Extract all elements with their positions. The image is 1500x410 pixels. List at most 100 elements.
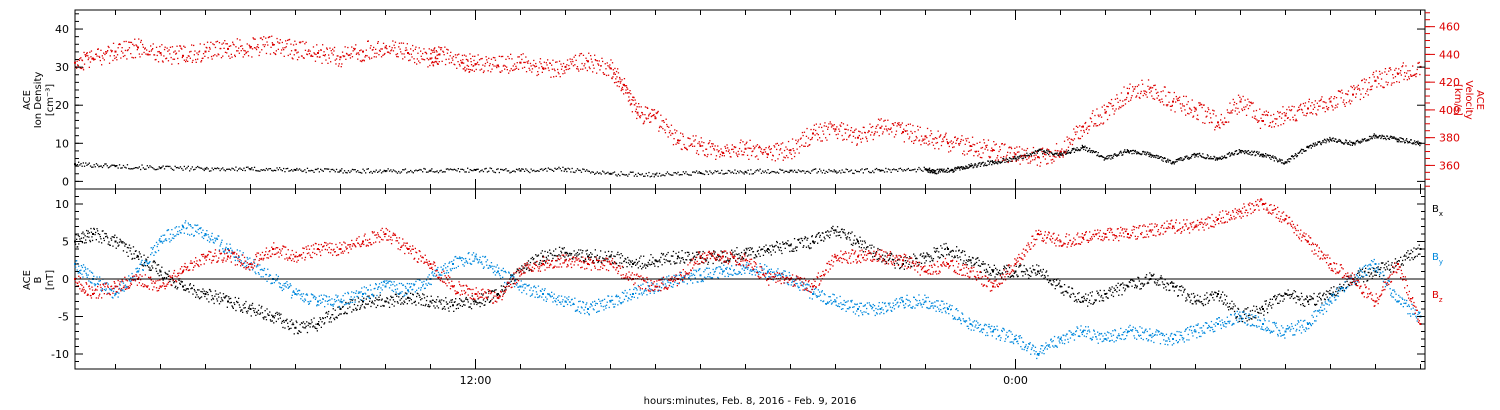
data-point — [1000, 156, 1002, 159]
data-point — [638, 260, 640, 262]
data-point — [1187, 101, 1189, 103]
data-point — [193, 169, 195, 171]
data-point — [964, 168, 966, 170]
data-point — [1295, 118, 1297, 120]
data-point — [812, 240, 814, 243]
data-point — [667, 136, 669, 138]
data-point — [173, 51, 175, 53]
data-point — [686, 259, 688, 261]
data-point — [650, 254, 652, 256]
data-point — [414, 300, 416, 302]
data-point — [845, 237, 847, 239]
data-point — [566, 170, 568, 173]
data-point — [743, 173, 745, 175]
data-point — [754, 147, 756, 149]
data-point — [885, 262, 888, 265]
data-point — [287, 54, 289, 57]
data-point — [787, 156, 789, 159]
data-point — [465, 171, 467, 173]
data-point — [412, 172, 414, 174]
data-point — [539, 168, 542, 171]
data-point — [1007, 158, 1009, 161]
magnetic-field-data-layer — [74, 198, 1422, 360]
data-point — [845, 168, 847, 170]
data-point — [100, 49, 102, 51]
data-point — [1254, 115, 1256, 117]
data-point — [476, 63, 478, 65]
data-point — [1173, 91, 1175, 94]
data-point — [472, 65, 475, 67]
data-point — [793, 250, 795, 252]
data-point — [1315, 113, 1317, 115]
data-point — [844, 132, 847, 134]
data-point — [465, 55, 467, 57]
data-point — [1404, 72, 1406, 74]
data-point — [308, 53, 311, 55]
data-point — [1313, 143, 1315, 146]
data-point — [1196, 153, 1199, 155]
data-point — [570, 171, 572, 173]
data-point — [148, 166, 150, 169]
data-point — [474, 300, 477, 303]
data-point — [87, 58, 89, 61]
data-point — [749, 247, 751, 249]
data-point — [775, 143, 777, 145]
data-point — [538, 263, 540, 266]
data-point — [1183, 158, 1185, 160]
data-point — [350, 53, 352, 55]
data-point — [908, 138, 910, 140]
data-point — [487, 296, 489, 298]
data-point — [856, 143, 858, 145]
data-point — [697, 153, 700, 156]
data-point — [786, 243, 788, 245]
data-point — [144, 261, 146, 264]
data-point — [290, 327, 292, 329]
data-point — [953, 146, 955, 148]
data-point — [1408, 140, 1410, 143]
data-point — [320, 49, 322, 51]
data-point — [162, 61, 164, 63]
data-point — [249, 168, 252, 171]
data-point — [1242, 95, 1244, 98]
data-point — [112, 236, 115, 238]
data-point — [1026, 158, 1028, 161]
data-point — [829, 121, 831, 123]
data-point — [586, 59, 588, 62]
data-point — [966, 153, 968, 155]
data-point — [206, 47, 208, 49]
data-point — [625, 174, 628, 176]
data-point — [448, 62, 451, 64]
data-point — [378, 299, 381, 301]
data-point — [408, 297, 410, 299]
data-point — [1145, 153, 1148, 155]
data-point — [694, 171, 696, 174]
data-point — [637, 172, 639, 174]
data-point — [1288, 109, 1291, 111]
data-point — [1196, 114, 1199, 116]
data-point — [468, 68, 470, 70]
data-point — [1314, 142, 1316, 144]
data-point — [181, 281, 183, 283]
data-point — [932, 169, 934, 171]
data-point — [885, 260, 887, 263]
data-point — [672, 144, 675, 146]
data-point — [555, 61, 557, 63]
data-point — [1009, 152, 1011, 154]
data-point — [1210, 117, 1212, 119]
data-point — [551, 254, 553, 256]
data-point — [1331, 106, 1334, 108]
data-point — [1270, 158, 1272, 160]
data-point — [1333, 140, 1335, 142]
data-point — [861, 168, 863, 170]
data-point — [124, 54, 126, 57]
data-point — [1198, 153, 1200, 155]
data-point — [1191, 154, 1193, 156]
data-point — [858, 242, 860, 245]
data-point — [636, 117, 638, 120]
data-point — [531, 269, 533, 271]
data-point — [780, 246, 782, 249]
data-point — [729, 260, 731, 262]
data-point — [618, 80, 620, 83]
data-point — [1152, 154, 1154, 157]
data-point — [619, 76, 621, 79]
